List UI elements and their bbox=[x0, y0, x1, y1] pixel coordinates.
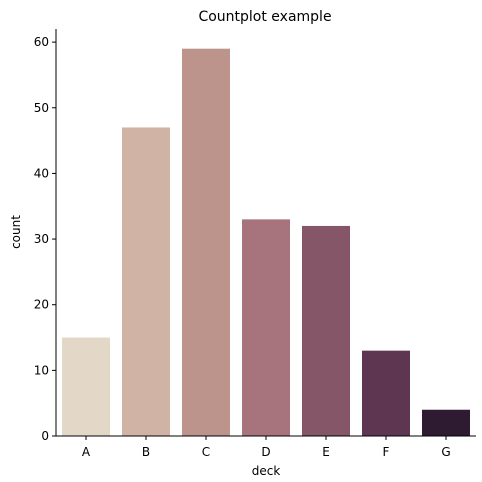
y-tick-label-10: 10 bbox=[34, 363, 49, 377]
x-tick-label-c: C bbox=[202, 445, 210, 459]
y-tick-label-50: 50 bbox=[34, 101, 49, 115]
y-axis-label: count bbox=[9, 215, 23, 249]
x-axis: A B C D E F G bbox=[56, 435, 476, 459]
bar-d bbox=[242, 219, 290, 436]
y-tick-label-60: 60 bbox=[34, 35, 49, 49]
x-tick-label-f: F bbox=[383, 445, 390, 459]
bar-c bbox=[182, 48, 230, 437]
chart-title: Countplot example bbox=[198, 9, 331, 25]
x-axis-label: deck bbox=[252, 464, 281, 478]
bar-f bbox=[362, 350, 410, 436]
bars-group bbox=[62, 48, 470, 437]
y-tick-label-40: 40 bbox=[34, 166, 49, 180]
x-tick-label-e: E bbox=[322, 445, 330, 459]
y-tick-label-20: 20 bbox=[34, 298, 49, 312]
bar-g bbox=[422, 409, 470, 436]
x-tick-label-d: D bbox=[261, 445, 270, 459]
y-tick-label-30: 30 bbox=[34, 232, 49, 246]
y-tick-label-0: 0 bbox=[41, 429, 49, 443]
bar-a bbox=[62, 337, 110, 436]
x-tick-label-g: G bbox=[441, 445, 450, 459]
bar-b bbox=[122, 127, 170, 436]
x-tick-label-a: A bbox=[82, 445, 91, 459]
x-tick-label-b: B bbox=[142, 445, 150, 459]
y-axis: 0 10 20 30 40 50 60 bbox=[34, 29, 57, 443]
bar-e bbox=[302, 225, 350, 436]
